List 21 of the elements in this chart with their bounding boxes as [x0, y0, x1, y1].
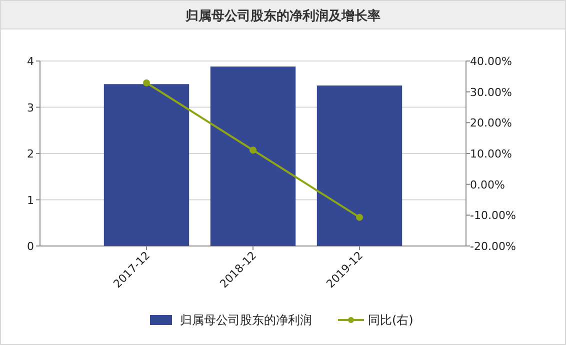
y2-tick-label: -20.00% [470, 240, 516, 253]
bar [316, 86, 402, 246]
y-tick-label: 2 [27, 148, 34, 160]
y-tick-label: 4 [27, 55, 34, 68]
y2-tick-label: 0.00% [470, 178, 505, 192]
point [143, 79, 150, 86]
y-tick-label: 3 [27, 101, 34, 114]
legend-label: 归属母公司股东的净利润 [180, 313, 312, 327]
y2-tick-label: 30.00% [470, 86, 512, 99]
y-tick-label: 1 [27, 194, 34, 207]
legend-label: 同比(右) [368, 313, 414, 327]
bar [104, 84, 190, 246]
point [250, 146, 256, 154]
y2-tick-label: 10.00% [470, 148, 512, 160]
y2-tick-label: 40.00% [470, 55, 512, 68]
point [356, 214, 363, 221]
y2-tick-label: -10.00% [470, 209, 516, 222]
y-tick-label: 0 [27, 240, 34, 253]
y2-tick-label: 20.00% [470, 116, 512, 130]
chart-title: 归属母公司股东的净利润及增长率 [184, 8, 380, 24]
bar [210, 66, 296, 246]
